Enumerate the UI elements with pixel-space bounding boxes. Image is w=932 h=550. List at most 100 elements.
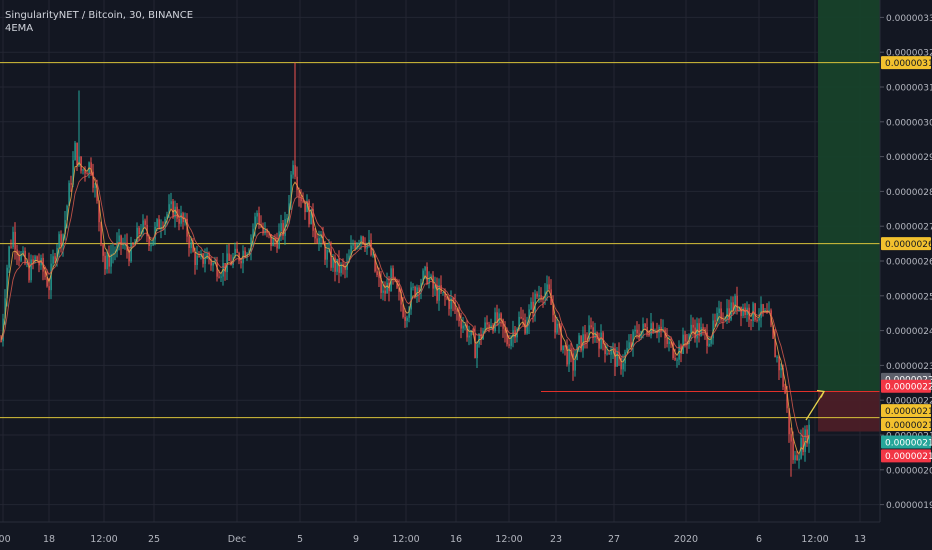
x-tick-label: 25 <box>148 534 160 545</box>
candle-body <box>566 346 568 365</box>
candle-body <box>444 291 446 297</box>
candle-body <box>590 325 592 328</box>
candle-body <box>488 324 490 329</box>
x-tick-label: 18 <box>43 534 55 545</box>
candle-body <box>362 236 364 244</box>
candle-body <box>780 368 782 371</box>
candle-body <box>204 258 206 264</box>
candle-body <box>468 335 470 338</box>
candle-body <box>382 290 384 293</box>
candle-body <box>264 229 266 234</box>
candle-body <box>642 323 644 331</box>
candle-body <box>208 253 210 260</box>
candle-body <box>170 201 172 205</box>
candle-body <box>318 238 320 244</box>
candle-body <box>532 301 534 314</box>
candle-body <box>684 334 686 342</box>
candle-body <box>326 250 328 260</box>
price-badge <box>881 404 931 418</box>
candle-body <box>244 250 246 258</box>
candle-body <box>250 237 252 252</box>
candle-body <box>568 348 570 365</box>
candle-body <box>402 304 404 318</box>
candle-body <box>178 218 180 224</box>
candle-body <box>150 245 152 247</box>
candle-body <box>540 295 542 299</box>
candle-body <box>592 327 594 338</box>
candle-body <box>486 322 488 325</box>
candle-body <box>458 311 460 322</box>
candle-body <box>448 298 450 309</box>
candle-body <box>610 348 612 355</box>
candle-body <box>728 308 730 320</box>
candle-body <box>348 255 350 263</box>
candle-body <box>144 220 146 225</box>
candle-body <box>426 266 428 284</box>
chart-legend: SingularityNET / Bitcoin, 30, BINANCE 4E… <box>5 9 193 35</box>
candle-body <box>288 203 290 219</box>
candle-body <box>226 253 228 273</box>
candle-body <box>510 337 512 346</box>
candle-body <box>336 258 338 272</box>
candle-body <box>44 271 46 278</box>
candle-body <box>720 308 722 320</box>
x-tick-label: 6 <box>756 534 762 545</box>
candle-body <box>332 257 334 268</box>
candle-body <box>808 424 810 444</box>
candle-body <box>476 344 478 359</box>
candle-body <box>196 255 198 266</box>
candle-body <box>228 253 230 261</box>
candle-body <box>74 142 76 161</box>
x-tick-label: 9 <box>353 534 359 545</box>
candle-body <box>732 302 734 312</box>
candle-body <box>20 253 22 261</box>
candle-body <box>116 241 118 252</box>
candle-body <box>136 227 138 243</box>
candle-body <box>500 313 502 320</box>
candle-body <box>574 359 576 371</box>
candle-body <box>92 171 94 188</box>
candle-body <box>466 324 468 338</box>
candle-body <box>710 338 712 344</box>
candle-body <box>484 322 486 331</box>
candle-body <box>356 243 358 249</box>
candle-body <box>142 220 144 232</box>
candle-body <box>750 319 752 322</box>
candle-body <box>424 266 426 271</box>
x-tick-label: 12:00 <box>392 534 419 545</box>
candle-body <box>622 363 624 370</box>
candle-body <box>166 214 168 219</box>
candle-body <box>132 243 134 245</box>
candle-body <box>620 357 622 370</box>
candle-body <box>296 176 298 191</box>
candle-body <box>304 202 306 213</box>
candle-body <box>242 250 244 264</box>
candle-body <box>172 201 174 218</box>
candle-body <box>106 254 108 270</box>
candle-body <box>778 356 780 371</box>
candle-body <box>618 351 620 358</box>
candle-body <box>378 275 380 278</box>
candle-body <box>128 251 130 262</box>
candle-body <box>272 238 274 247</box>
candle-body <box>604 344 606 354</box>
candle-body <box>480 333 482 340</box>
candle-body <box>438 285 440 301</box>
price-badge <box>881 237 931 251</box>
candle-body <box>676 359 678 361</box>
candle-body <box>598 338 600 349</box>
candle-body <box>408 309 410 318</box>
candle-body <box>346 262 348 270</box>
candle-body <box>410 287 412 310</box>
candle-body <box>320 234 322 239</box>
indicator-label[interactable]: 4EMA <box>5 23 34 34</box>
candle-body <box>508 344 510 346</box>
candle-body <box>360 236 362 243</box>
candle-body <box>708 343 710 346</box>
candle-body <box>372 254 374 256</box>
